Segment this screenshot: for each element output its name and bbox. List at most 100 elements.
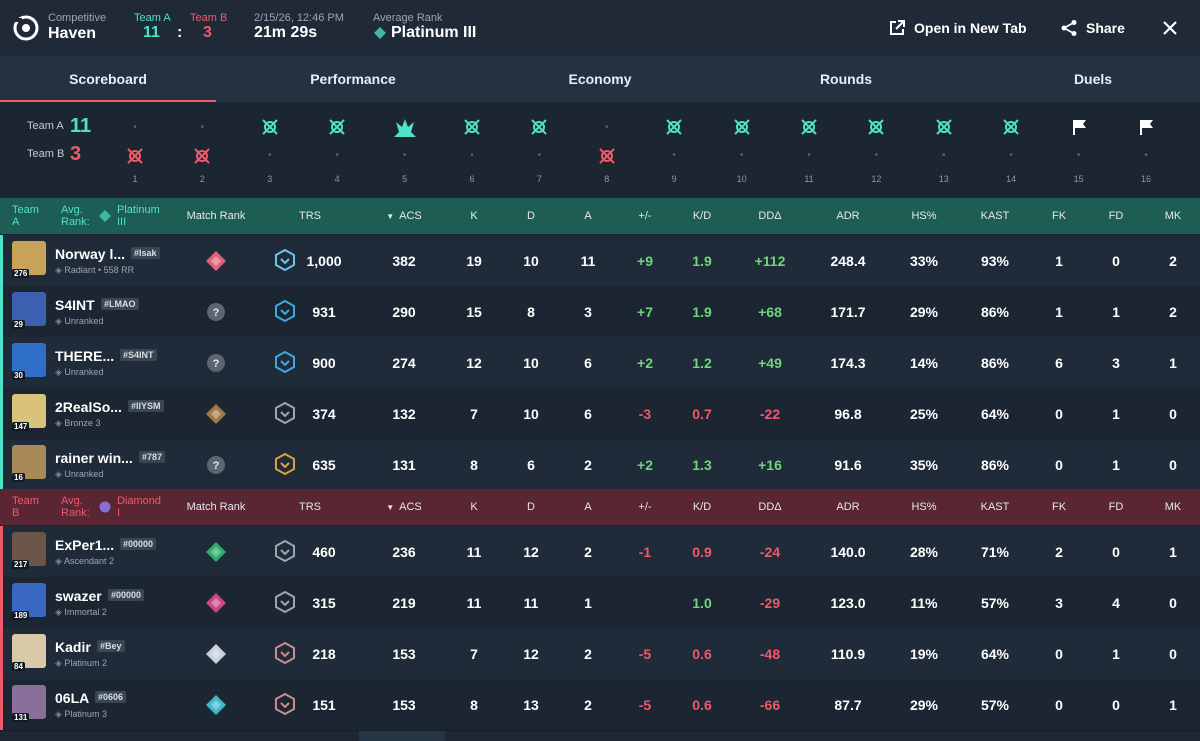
timeline-team-a-score: 11 [70,115,92,137]
col-a[interactable]: A [584,210,592,222]
player-row[interactable]: 29 S4INT #LMAO ◈ Unranked? 931 290 15 8 3 +7 1.9 +6… [0,286,1200,338]
col-kast[interactable]: KAST [980,501,1010,513]
player-name[interactable]: rainer win... [55,450,133,466]
col-fd[interactable]: FD [1108,501,1124,513]
col-hs-percent[interactable]: HS% [911,210,937,222]
col-trs[interactable]: TRS [299,210,321,222]
player-name[interactable]: 06LA [55,690,90,706]
round-11[interactable]: • 11 [789,102,829,198]
tab-economy[interactable]: Economy [568,71,632,87]
player-row[interactable]: 16 rainer win... #787 ◈ Unranked? 635 131 8 6 2 +… [0,439,1200,491]
round-9[interactable]: • 9 [654,102,694,198]
col-adr[interactable]: ADR [836,501,860,513]
round-5[interactable]: • 5 [385,102,425,198]
col-acs-sorted[interactable]: ▼ ACS [386,489,422,525]
dd-delta-value: -48 [759,645,781,662]
round-4[interactable]: • 4 [317,102,357,198]
trs-value: 460 [312,543,336,560]
round-2[interactable]: • 2 [182,102,222,198]
player-name[interactable]: ExPer1... [55,537,115,553]
player-row[interactable]: 131 06LA #0606 ◈ Platinum 3 151 153 8 13 2 -5 0.6 -… [0,679,1200,731]
round-13[interactable]: • 13 [924,102,964,198]
col-kast[interactable]: KAST [980,210,1010,222]
round-12[interactable]: • 12 [856,102,896,198]
round-number: 1 [132,174,138,184]
round-15[interactable]: • 15 [1059,102,1099,198]
player-name[interactable]: S4INT [55,297,95,313]
empty-round-dot: • [874,150,879,161]
col-mk[interactable]: MK [1164,501,1182,513]
tab-duels[interactable]: Duels [1073,71,1113,87]
round-number: 14 [1006,174,1017,184]
kd-value: 0.9 [692,543,712,560]
col-acs-sorted[interactable]: ▼ ACS [386,198,422,234]
dd-delta-value: +16 [758,456,782,473]
col-k[interactable]: K [470,210,478,222]
player-row[interactable]: 217 ExPer1... #00000 ◈ Ascendant 2 460 236 11 1… [0,526,1200,578]
col-d[interactable]: D [527,501,535,513]
player-name[interactable]: THERE... [55,348,115,364]
acs-value: 382 [392,252,416,269]
account-level: 189 [12,611,30,620]
multikills-value: 0 [1169,645,1177,662]
col-d[interactable]: D [527,210,535,222]
col-kd[interactable]: K/D [692,210,712,222]
tab-performance[interactable]: Performance [310,71,396,87]
col-match-rank[interactable]: Match Rank [186,501,246,513]
elimination-icon [654,118,694,138]
round-7[interactable]: • 7 [519,102,559,198]
round-10[interactable]: • 10 [722,102,762,198]
svg-text:?: ? [213,358,220,370]
trs-value: 900 [312,354,336,371]
match-duration: 21m 29s [254,24,318,41]
col-adr[interactable]: ADR [836,210,860,222]
trs-value: 1,000 [306,252,342,269]
team-a-name: Team A [12,204,39,228]
round-16[interactable]: • 16 [1126,102,1166,198]
tab-rounds[interactable]: Rounds [819,71,873,87]
account-level: 217 [12,560,30,569]
player-row[interactable]: 84 Kadir #Bey ◈ Platinum 2 218 153 7 12 2 -5 0.6 -4… [0,628,1200,680]
player-name[interactable]: swazer [55,588,102,604]
player-row[interactable]: 147 2RealSo... #IIYSM ◈ Bronze 3 374 132 7 10 6-… [0,388,1200,440]
col-fd[interactable]: FD [1108,210,1124,222]
tab-scoreboard[interactable]: Scoreboard [0,56,216,102]
col-kd[interactable]: K/D [692,501,712,513]
player-row[interactable]: 276 Norway l... #Isak ◈ Radiant • 558 RR 1,0… [0,235,1200,287]
col-mk[interactable]: MK [1164,210,1182,222]
assists-value: 2 [584,696,592,713]
open-in-new-tab-button[interactable]: Open in New Tab [888,18,1027,38]
col-plus-minus[interactable]: +/- [638,501,652,513]
round-3[interactable]: • 3 [250,102,290,198]
deaths-value: 10 [523,354,539,371]
col-fk[interactable]: FK [1051,210,1067,222]
adr-value: 96.8 [834,405,862,422]
hs-percent-value: 14% [909,354,939,371]
player-row[interactable]: 30 THERE... #S4INT ◈ Unranked? 900 274 12 10 6 +2… [0,337,1200,389]
player-name[interactable]: 2RealSo... [55,399,122,415]
round-8[interactable]: • 8 [587,102,627,198]
col-trs[interactable]: TRS [299,501,321,513]
col-a[interactable]: A [584,501,592,513]
empty-round-dot: • [605,122,609,133]
acs-value: 290 [392,303,416,320]
round-14[interactable]: • 14 [991,102,1031,198]
col-k[interactable]: K [470,501,478,513]
match-rank-icon [205,643,227,665]
close-icon[interactable] [1160,18,1180,38]
share-button[interactable]: Share [1060,18,1125,38]
col-dd-delta[interactable]: DDΔ [758,210,782,222]
player-name[interactable]: Norway l... [55,246,126,262]
empty-round-dot: • [133,122,137,133]
col-dd-delta[interactable]: DDΔ [758,501,782,513]
round-1[interactable]: • 1 [115,102,155,198]
player-name[interactable]: Kadir [55,639,91,655]
col-fk[interactable]: FK [1051,501,1067,513]
col-hs-percent[interactable]: HS% [911,501,937,513]
player-row[interactable]: 189 swazer #00000 ◈ Immortal 2 315 219 11 11 1 1.… [0,577,1200,629]
col-plus-minus[interactable]: +/- [638,210,652,222]
team-color-edge [0,337,3,388]
round-6[interactable]: • 6 [452,102,492,198]
player-tag: #787 [139,451,166,463]
col-match-rank[interactable]: Match Rank [186,210,246,222]
